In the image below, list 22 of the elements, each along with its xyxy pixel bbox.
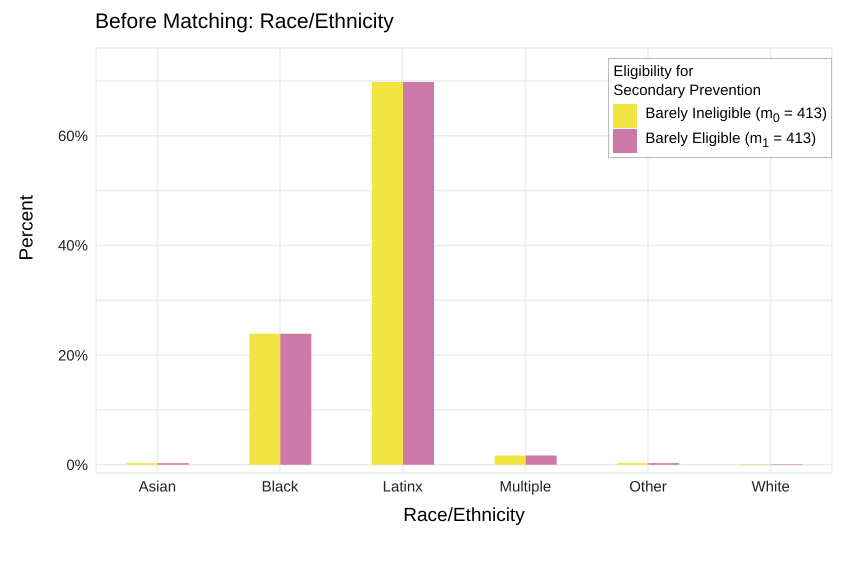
y-tick-label: 40% [58,238,88,255]
legend-title: Eligibility for Secondary Prevention [613,62,762,100]
legend-label: Barely Eligible (m$_{1}$ = 413) [645,129,816,152]
bar [249,334,280,465]
x-tick-label: Other [629,478,667,496]
x-tick-label: Asian [138,478,176,496]
y-axis-title: Percent [16,194,38,260]
y-tick-label: 20% [58,347,88,364]
bar [494,455,526,465]
bar [403,82,434,465]
chart-title: Before Matching: Race/Ethnicity [95,10,394,34]
bar [526,455,557,465]
x-tick-label: Black [262,478,299,496]
bar [280,334,312,465]
x-axis-title: Race/Ethnicity [403,505,526,526]
x-tick-label: Latinx [382,478,424,496]
bar [372,82,403,465]
x-tick-label: White [751,478,790,496]
legend-label: Barely Ineligible (m$_{0}$ = 413) [645,104,827,127]
y-tick-label: 0% [66,457,88,474]
x-tick-label: Multiple [499,478,552,496]
y-tick-label: 60% [58,128,88,146]
